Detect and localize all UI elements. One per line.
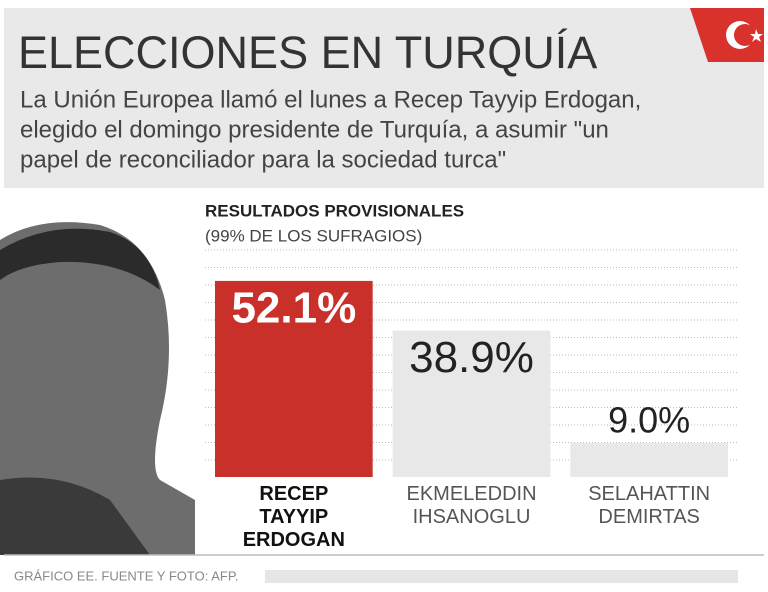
footer-bar [265,570,738,583]
x-tick-label: SELAHATTIN DEMIRTAS [588,483,710,528]
value-label: 9.0% [608,400,690,441]
photo [0,222,195,555]
bar [392,330,551,477]
page-title: ELECCIONES EN TURQUÍA [18,27,597,78]
description-line: La Unión Europea llamó el lunes a Recep … [20,86,641,113]
header-panel [4,8,764,188]
x-tick-label: EKMELEDDIN IHSANOGLU [406,483,536,528]
value-label: 52.1% [231,284,356,333]
footer-source: GRÁFICO EE. FUENTE Y FOTO: AFP. [14,568,238,583]
chart-title: RESULTADOS PROVISIONALES [205,201,464,220]
description-line: papel de reconciliador para la sociedad … [20,146,506,173]
photo-hair [0,228,160,290]
bar [570,443,728,477]
chart-subtitle: (99% DE LOS SUFRAGIOS) [205,226,422,245]
value-label: 38.9% [409,333,534,382]
flag [690,8,764,62]
photo-silhouette [0,222,195,555]
bar [215,280,373,477]
description-line: elegido el domingo presidente de Turquía… [20,116,609,143]
photo-suit [0,477,150,555]
x-tick-label: RECEP TAYYIP ERDOGAN [243,483,345,551]
flag-star [750,29,763,42]
flag-crescent-cut [734,24,756,46]
